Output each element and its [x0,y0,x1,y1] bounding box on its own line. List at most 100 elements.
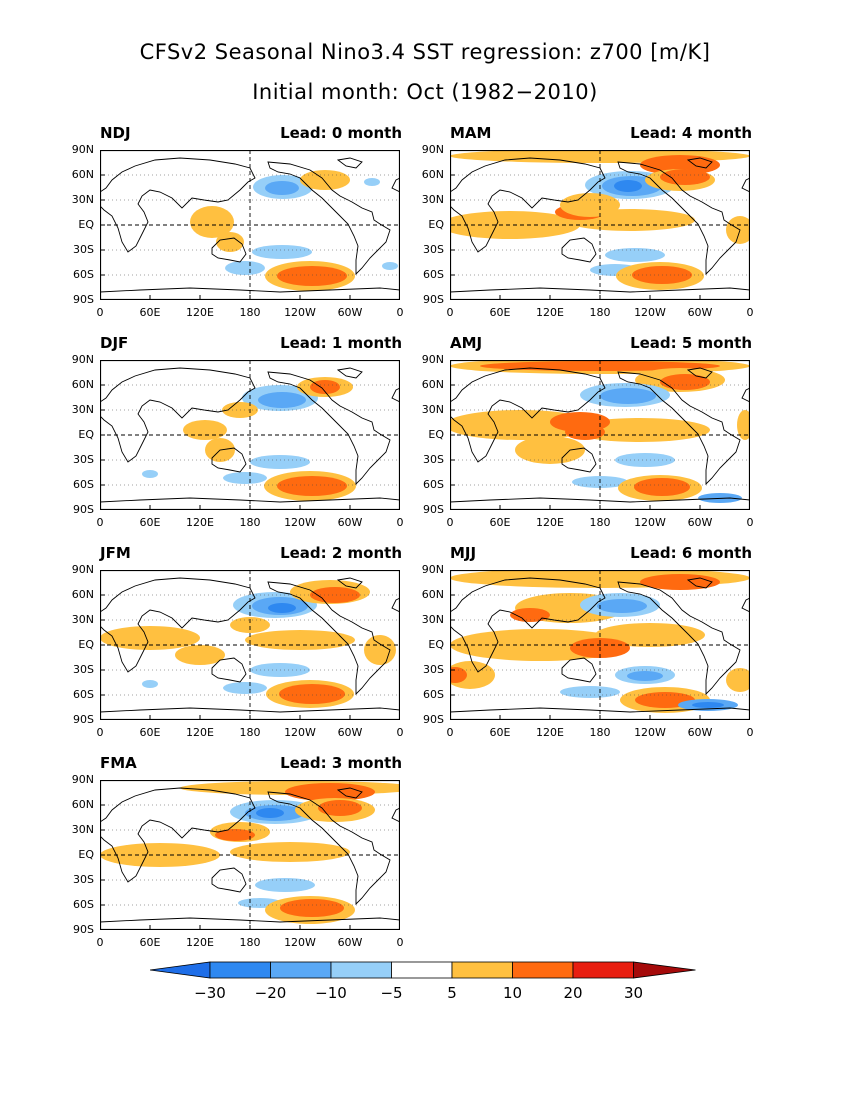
latitude-tick-label: 90S [73,503,94,516]
coastline [561,447,597,473]
colorbar-swatch [330,961,392,979]
anomaly-contour [258,392,306,408]
coastline [336,577,363,589]
latitude-tick-label: 60S [423,478,444,491]
anomaly-contour [600,388,656,404]
coastline [336,787,363,799]
anomaly-contour [737,410,750,440]
latitude-tick-label: 60S [423,268,444,281]
panel-season-label: FMA [100,754,137,772]
anomaly-contour [280,899,344,917]
anomaly-contour [615,453,675,467]
colorbar-label: 30 [623,984,644,1002]
longitude-tick-label: 180 [239,306,261,319]
anomaly-contour [183,420,227,440]
coastline [686,367,713,379]
longitude-tick-label: 0 [96,936,104,949]
anomaly-contour [692,702,724,708]
latitude-tick-label: 30S [73,663,94,676]
longitude-tick-label: 180 [239,516,261,529]
colorbar-label: −10 [315,984,347,1002]
latitude-tick-label: 90S [423,293,444,306]
anomaly-contour [614,180,642,192]
map-frame [450,570,750,720]
longitude-tick-label: 180 [239,726,261,739]
anomaly-contour [252,245,312,259]
longitude-tick-label: 120W [284,936,316,949]
colorbar-swatch [270,961,332,979]
map-panel-jfm: JFM Lead: 2 month 90N 60N 30N EQ 30S 60S 90S 0 60E… [72,544,404,739]
latitude-tick-label: 60S [73,478,94,491]
anomaly-contour [250,455,310,469]
coastline [211,657,247,683]
panel-lead-label: Lead: 1 month [280,334,402,352]
latitude-tick-label: 90N [71,563,94,576]
panel-lead-label: Lead: 0 month [280,124,402,142]
latitude-tick-label: 30S [73,243,94,256]
latitude-tick-label: 90S [73,713,94,726]
coastline [211,867,247,893]
panel-season-label: AMJ [450,334,483,352]
coastline [267,371,391,486]
anomaly-contour [230,617,270,633]
coastline [450,707,750,713]
longitude-tick-label: 0 [446,306,454,319]
longitude-tick-label: 0 [396,306,404,319]
colorbar-label: −5 [380,984,403,1002]
map-frame [100,570,400,720]
anomaly-contour [595,623,705,647]
anomaly-contour [215,829,255,841]
longitude-tick-label: 60W [687,516,713,529]
panel-season-label: MAM [450,124,492,142]
map-panel-amj: AMJ Lead: 5 month 90N 60N 30N EQ 30S 60S 90S 0 60E… [422,334,754,529]
coastline [741,597,750,613]
longitude-tick-label: 60W [337,306,363,319]
coastline [391,387,400,403]
latitude-tick-label: EQ [78,428,94,441]
panel-lead-label: Lead: 4 month [630,124,752,142]
coastline [267,581,391,696]
anomaly-contour [223,682,267,694]
anomaly-contour [597,599,647,613]
map-frame [450,360,750,510]
longitude-tick-label: 60E [139,306,161,319]
latitude-tick-label: 30S [73,453,94,466]
anomaly-contour [560,686,620,698]
latitude-tick-label: 30N [421,403,444,416]
colorbar-label: −30 [194,984,226,1002]
longitude-tick-label: 60E [489,306,511,319]
longitude-tick-label: 60E [489,516,511,529]
latitude-tick-label: 90N [421,353,444,366]
anomaly-contour [726,216,750,244]
latitude-tick-label: 30N [421,613,444,626]
latitude-tick-label: 60N [421,378,444,391]
coastline [450,497,750,503]
anomaly-contour [255,878,315,892]
anomaly-contour [565,424,605,440]
longitude-tick-label: 120E [186,306,214,319]
latitude-tick-label: 30N [71,823,94,836]
map-frame [100,360,400,510]
latitude-tick-label: 30S [423,243,444,256]
longitude-tick-label: 120E [536,726,564,739]
latitude-tick-label: 90N [71,353,94,366]
latitude-tick-label: 30S [423,663,444,676]
latitude-tick-label: EQ [78,638,94,651]
coastline [336,157,363,169]
latitude-tick-label: 60N [421,588,444,601]
longitude-tick-label: 0 [746,516,754,529]
longitude-tick-label: 120W [284,306,316,319]
latitude-tick-label: 60S [423,688,444,701]
longitude-tick-label: 60E [489,726,511,739]
longitude-tick-label: 60W [687,726,713,739]
longitude-tick-label: 60E [139,936,161,949]
latitude-tick-label: EQ [428,218,444,231]
anomaly-contour [318,800,362,816]
anomaly-contour [660,374,710,390]
longitude-tick-label: 120E [186,726,214,739]
anomaly-contour [364,635,396,665]
colorbar-label: 20 [563,984,583,1002]
latitude-tick-label: 90S [73,293,94,306]
anomaly-contour [634,478,690,496]
latitude-tick-label: 60N [71,588,94,601]
